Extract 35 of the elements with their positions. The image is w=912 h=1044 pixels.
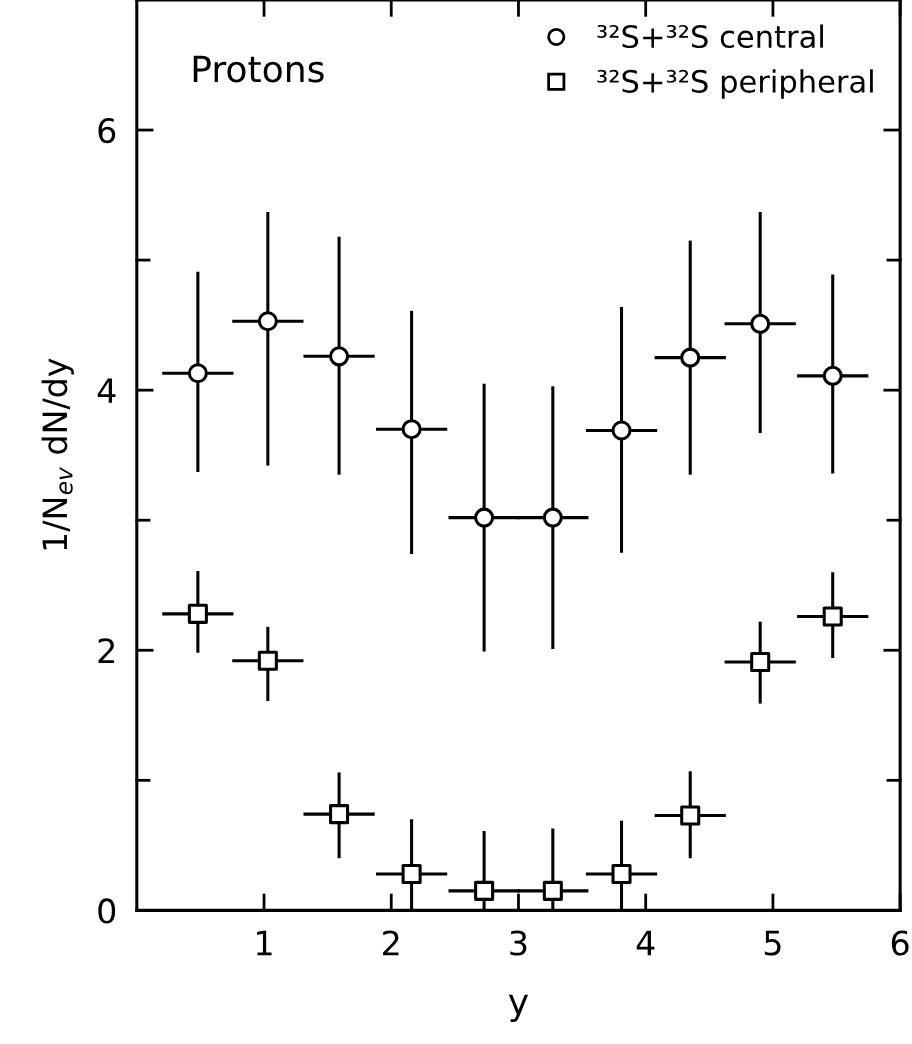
y-tick-label: 2: [98, 638, 115, 663]
legend-label: ³²S+³²S central: [597, 24, 823, 49]
point: [611, 863, 632, 884]
point: [474, 880, 495, 901]
point: [542, 507, 563, 528]
point: [750, 313, 771, 334]
x-tick-label: 2: [383, 930, 399, 956]
x-tick-label: 1: [257, 930, 272, 956]
point: [822, 365, 843, 386]
point: [822, 606, 843, 627]
legend-label: ³²S+³²S peripheral: [597, 69, 873, 99]
point: [680, 347, 701, 368]
point: [401, 419, 422, 440]
point: [187, 363, 208, 384]
x-tick-label: 6: [891, 930, 909, 956]
point: [401, 863, 422, 884]
x-tick-label: 5: [764, 930, 781, 956]
point: [257, 650, 278, 671]
point: [750, 651, 771, 672]
y-tick-label: 4: [97, 378, 116, 403]
point: [474, 507, 495, 528]
annotation: Protons: [193, 55, 324, 83]
point: [329, 804, 350, 825]
y-tick-label: 0: [98, 898, 116, 924]
point: [329, 346, 350, 367]
point: [257, 311, 278, 332]
point: [542, 880, 563, 901]
x-tick-label: 4: [636, 930, 655, 956]
x-axis-title: y: [508, 994, 529, 1023]
point: [187, 603, 208, 624]
y-tick-label: 6: [98, 117, 116, 144]
point: [680, 805, 701, 826]
point: [611, 420, 632, 441]
x-tick-label: 3: [510, 930, 527, 956]
y-axis-title: 1/N$_{ev}$ dN/dy: [41, 358, 74, 550]
